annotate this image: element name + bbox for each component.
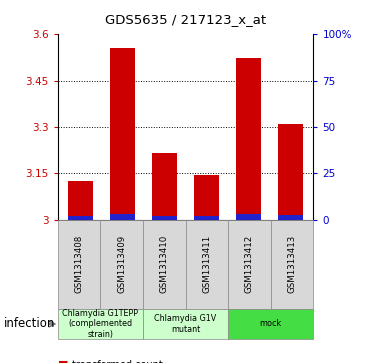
Bar (236, 58, 261, 220)
Text: GSM1313413: GSM1313413 (288, 235, 297, 293)
Text: GSM1313408: GSM1313408 (74, 235, 83, 293)
Text: GSM1313410: GSM1313410 (160, 235, 169, 293)
Bar (194, 175, 219, 220)
Bar (68, 216, 93, 220)
Text: GSM1313412: GSM1313412 (245, 235, 254, 293)
Bar (278, 215, 303, 220)
Bar (110, 214, 135, 220)
Text: GDS5635 / 217123_x_at: GDS5635 / 217123_x_at (105, 13, 266, 26)
Text: ■: ■ (58, 360, 68, 363)
Text: mock: mock (260, 319, 282, 329)
Text: infection: infection (4, 318, 55, 330)
Text: GSM1313409: GSM1313409 (117, 235, 126, 293)
Text: Chlamydia G1V
mutant: Chlamydia G1V mutant (154, 314, 217, 334)
Text: transformed count: transformed count (72, 360, 163, 363)
Text: GSM1313411: GSM1313411 (202, 235, 211, 293)
Bar (110, 48, 135, 220)
Bar (68, 182, 93, 220)
Bar (152, 153, 177, 220)
Bar (278, 124, 303, 220)
Bar (194, 216, 219, 220)
Bar (236, 214, 261, 220)
Bar (152, 216, 177, 220)
Text: Chlamydia G1TEPP
(complemented
strain): Chlamydia G1TEPP (complemented strain) (62, 309, 138, 339)
